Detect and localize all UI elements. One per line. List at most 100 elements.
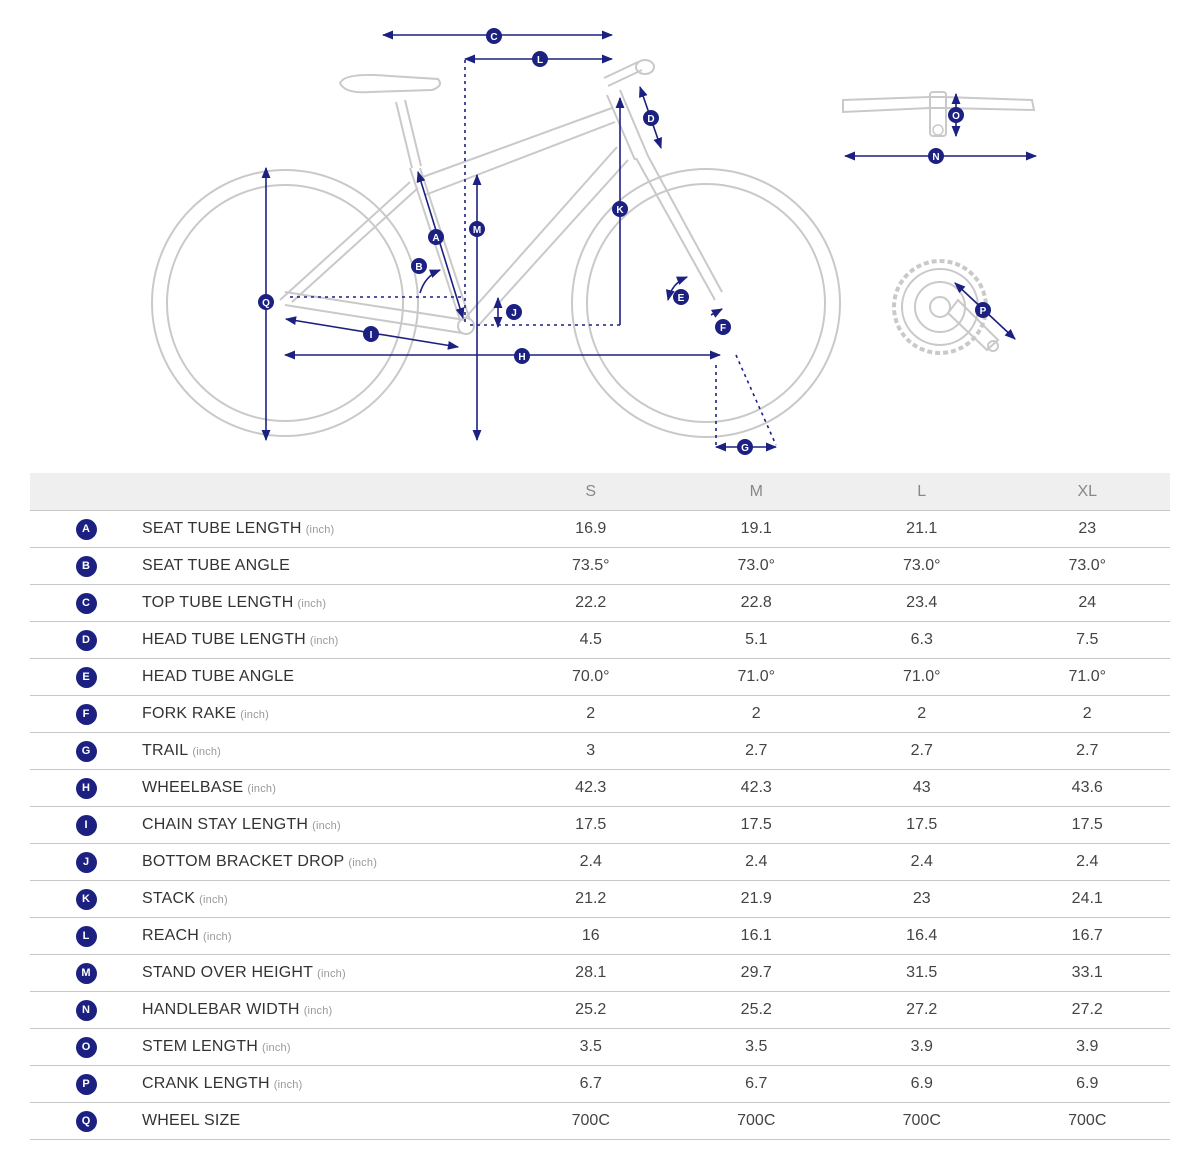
size-value: 7.5 <box>1004 621 1170 659</box>
size-value: 24.1 <box>1004 880 1170 918</box>
size-value: 17.5 <box>1004 806 1170 844</box>
svg-text:B: B <box>415 262 422 273</box>
label-q: Q <box>258 294 274 310</box>
size-value: 23 <box>839 880 1005 918</box>
size-col-header: L <box>839 473 1005 511</box>
size-value: 2 <box>673 695 839 733</box>
dimension-letter-badge: L <box>75 925 97 947</box>
size-value: 16.9 <box>508 510 674 548</box>
size-value: 27.2 <box>1004 991 1170 1029</box>
size-value: 2.7 <box>673 732 839 770</box>
table-row: H WHEELBASE (inch) 42.3 42.3 43 43.6 <box>30 769 1170 807</box>
size-col-header: XL <box>1004 473 1170 511</box>
label-d: D <box>643 110 659 126</box>
size-value: 700C <box>508 1102 674 1140</box>
svg-text:O: O <box>952 111 960 122</box>
table-row: B SEAT TUBE ANGLE 73.5° 73.0° 73.0° 73.0° <box>30 547 1170 585</box>
unit-label: (inch) <box>317 968 346 980</box>
size-value: 17.5 <box>508 806 674 844</box>
svg-text:K: K <box>616 205 624 216</box>
unit-label: (inch) <box>309 635 339 647</box>
size-value: 2.7 <box>1004 732 1170 770</box>
size-value: 2.4 <box>1004 843 1170 881</box>
dimension-lines <box>261 30 778 452</box>
size-value: 42.3 <box>673 769 839 807</box>
table-row: M STAND OVER HEIGHT (inch) 28.1 29.7 31.5 33.1 <box>30 954 1170 992</box>
size-value: 70.0° <box>508 658 674 696</box>
geometry-table: S M L XL A SEAT TUBE LENGTH (inch) 16.9 19.1… <box>30 473 1170 1140</box>
size-value: 73.5° <box>508 547 674 585</box>
svg-text:C: C <box>490 32 497 43</box>
parameter-name: FORK RAKE <box>142 705 237 722</box>
label-l: L <box>532 51 548 67</box>
front-wheel <box>571 168 841 438</box>
table-row: L REACH (inch) 16 16.1 16.4 16.7 <box>30 917 1170 955</box>
diagram-labels: C L D K M A B J Q I H E F G O N P <box>258 28 991 455</box>
table-row: C TOP TUBE LENGTH (inch) 22.2 22.8 23.4 24 <box>30 584 1170 622</box>
dimension-letter-badge: A <box>75 518 97 540</box>
unit-label: (inch) <box>262 1042 291 1054</box>
size-value: 6.9 <box>839 1065 1005 1103</box>
svg-text:N: N <box>932 152 939 163</box>
size-value: 71.0° <box>673 658 839 696</box>
parameter-name: STEM LENGTH <box>142 1038 258 1055</box>
svg-text:I: I <box>370 330 373 341</box>
size-value: 2.7 <box>839 732 1005 770</box>
unit-label: (inch) <box>303 1005 333 1017</box>
label-i: I <box>363 326 379 342</box>
size-value: 43 <box>839 769 1005 807</box>
table-row: N HANDLEBAR WIDTH (inch) 25.2 25.2 27.2 27.2 <box>30 991 1170 1029</box>
size-value: 3.9 <box>1004 1028 1170 1066</box>
dimension-letter-badge: F <box>75 703 97 725</box>
unit-label: (inch) <box>192 746 222 758</box>
svg-text:A: A <box>432 233 439 244</box>
table-row: J BOTTOM BRACKET DROP (inch) 2.4 2.4 2.4 2.4 <box>30 843 1170 881</box>
label-j: J <box>506 304 522 320</box>
size-header-row: S M L XL <box>30 473 1170 511</box>
svg-text:H: H <box>518 352 525 363</box>
size-value: 3.9 <box>839 1028 1005 1066</box>
label-g: G <box>737 439 753 455</box>
table-row: E HEAD TUBE ANGLE 70.0° 71.0° 71.0° 71.0° <box>30 658 1170 696</box>
svg-text:Q: Q <box>262 298 270 309</box>
table-row: Q WHEEL SIZE 700C 700C 700C 700C <box>30 1102 1170 1140</box>
size-value: 17.5 <box>673 806 839 844</box>
dimension-letter-badge: M <box>75 962 97 984</box>
size-value: 2 <box>1004 695 1170 733</box>
size-value: 19.1 <box>673 510 839 548</box>
size-value: 4.5 <box>508 621 674 659</box>
crankset-icon <box>892 259 1016 355</box>
dimension-letter-badge: K <box>75 888 97 910</box>
size-value: 73.0° <box>1004 547 1170 585</box>
parameter-name: WHEELBASE <box>142 779 244 796</box>
svg-text:G: G <box>741 443 749 454</box>
dimension-letter-badge: E <box>75 666 97 688</box>
parameter-name: HEAD TUBE LENGTH <box>142 631 306 648</box>
parameter-name: WHEEL SIZE <box>142 1112 241 1129</box>
size-value: 2 <box>508 695 674 733</box>
size-value: 73.0° <box>839 547 1005 585</box>
size-value: 3.5 <box>508 1028 674 1066</box>
unit-label: (inch) <box>273 1079 303 1091</box>
label-f: F <box>715 319 731 335</box>
size-value: 16.7 <box>1004 917 1170 955</box>
label-h: H <box>514 348 530 364</box>
size-value: 22.2 <box>508 584 674 622</box>
size-value: 25.2 <box>673 991 839 1029</box>
unit-label: (inch) <box>199 894 228 906</box>
parameter-name: CHAIN STAY LENGTH <box>142 816 309 833</box>
svg-text:F: F <box>720 323 726 334</box>
size-value: 700C <box>839 1102 1005 1140</box>
dimension-letter-badge: J <box>75 851 97 873</box>
size-value: 31.5 <box>839 954 1005 992</box>
unit-label: (inch) <box>247 783 277 795</box>
size-value: 2.4 <box>839 843 1005 881</box>
svg-text:E: E <box>678 293 685 304</box>
size-value: 33.1 <box>1004 954 1170 992</box>
parameter-name: CRANK LENGTH <box>142 1075 270 1092</box>
svg-text:D: D <box>647 114 654 125</box>
size-col-header: M <box>673 473 839 511</box>
label-k: K <box>612 201 628 217</box>
unit-label: (inch) <box>240 709 269 721</box>
unit-label: (inch) <box>312 820 341 832</box>
